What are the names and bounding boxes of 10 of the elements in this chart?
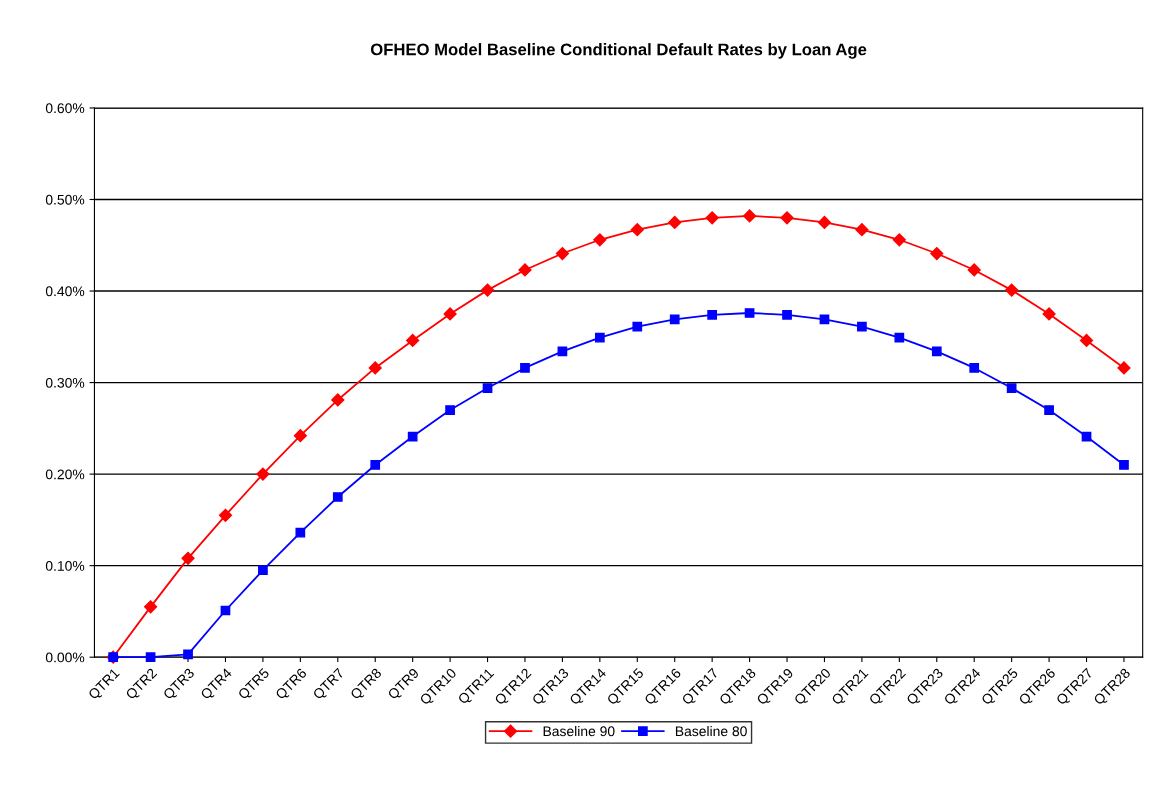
- y-tick-label: 0.40%: [45, 286, 85, 297]
- legend-label: Baseline 90: [543, 725, 615, 737]
- y-tick-label: 0.30%: [45, 377, 85, 388]
- y-tick-label: 0.10%: [45, 560, 85, 571]
- y-tick-label: 0.00%: [45, 652, 85, 663]
- y-tick-label: 0.50%: [45, 194, 85, 205]
- y-tick-label: 0.20%: [45, 469, 85, 480]
- chart-title: OFHEO Model Baseline Conditional Default Rates by Loan Age: [370, 43, 867, 59]
- y-tick-label: 0.60%: [45, 103, 85, 114]
- legend-label: Baseline 80: [675, 725, 747, 737]
